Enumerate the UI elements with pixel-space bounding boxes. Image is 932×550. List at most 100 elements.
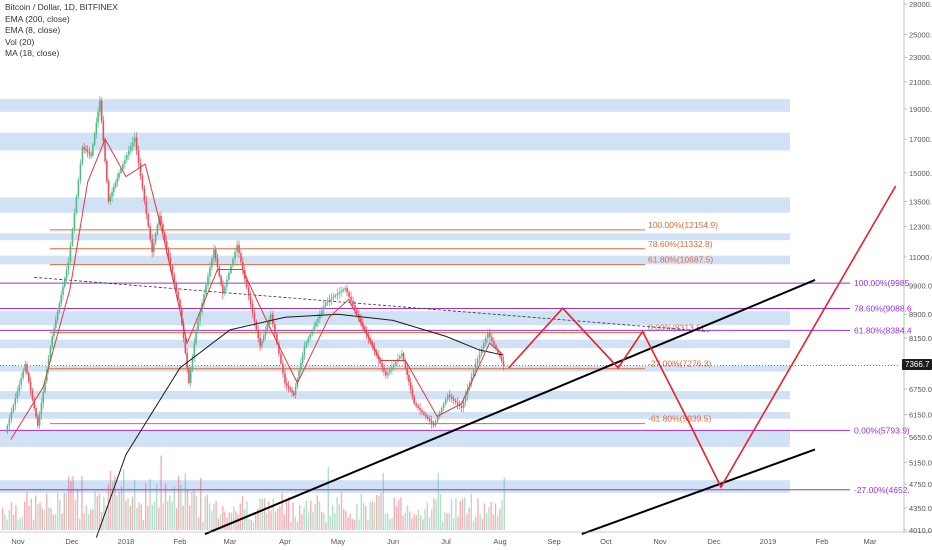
candle-body — [14, 398, 17, 406]
candle-body — [464, 395, 467, 402]
volume-bar — [486, 513, 488, 530]
candle-body — [272, 314, 274, 325]
volume-bar — [72, 475, 74, 530]
candle-body — [240, 253, 242, 262]
candle-body — [257, 329, 260, 339]
candle-body — [360, 318, 362, 323]
candle-body — [8, 418, 11, 426]
volume-bar — [184, 472, 186, 530]
candle-body — [126, 155, 128, 160]
volume-bar — [459, 500, 461, 530]
candle-body — [171, 266, 174, 275]
candle-body — [47, 358, 50, 370]
volume-bar — [501, 500, 503, 530]
volume-bar — [103, 497, 105, 530]
volume-bar — [233, 506, 235, 530]
volume-bar — [217, 518, 219, 530]
legend-indicator-ema200: EMA (200, close) — [5, 13, 70, 24]
y-tick-label: 15000.0 — [909, 169, 932, 178]
candle-body — [402, 353, 405, 361]
candle-body — [182, 323, 185, 339]
volume-bar — [206, 494, 208, 530]
candle-body — [425, 414, 427, 417]
x-tick-label: Mar — [224, 537, 237, 546]
volume-bar — [369, 502, 371, 530]
y-tick-label: 25000.0 — [909, 31, 932, 40]
volume-bar — [125, 500, 127, 530]
volume-bar — [338, 504, 340, 530]
candle-body — [324, 302, 327, 307]
candle-body — [75, 196, 78, 213]
x-tick-label: Jul — [441, 537, 451, 546]
volume-bar — [466, 514, 468, 530]
candle-body — [118, 172, 120, 178]
candle-body — [436, 416, 439, 422]
candle-body — [387, 372, 389, 376]
volume-bar — [39, 502, 41, 530]
volume-bar — [195, 495, 197, 530]
x-tick-label: Jun — [387, 537, 399, 546]
y-tick-label: 12300.0 — [909, 223, 932, 232]
candle-body — [141, 175, 144, 189]
candle-body — [319, 314, 321, 319]
volume-bar — [228, 512, 230, 530]
candle-body — [22, 370, 25, 378]
volume-bar — [420, 515, 422, 530]
volume-bar — [134, 479, 136, 530]
volume-bar — [17, 520, 19, 530]
volume-bar — [494, 503, 497, 530]
candle-body — [434, 421, 437, 426]
candle-body — [276, 333, 278, 344]
candle-body — [128, 150, 130, 156]
volume-bar — [129, 505, 131, 530]
volume-bar — [28, 505, 30, 530]
volume-bar — [415, 515, 417, 530]
resistance-zone — [0, 391, 790, 400]
volume-bar — [358, 519, 360, 530]
volume-bar — [138, 502, 140, 530]
candle-body — [499, 352, 501, 357]
volume-bar — [290, 521, 292, 530]
volume-bar — [318, 501, 321, 530]
volume-bar — [156, 484, 158, 530]
candle-body — [421, 410, 423, 413]
y-tick-label: 8900.0 — [909, 310, 932, 319]
resistance-zone — [0, 430, 790, 447]
candle-body — [139, 162, 142, 176]
volume-bar — [211, 510, 213, 530]
candle-body — [113, 187, 115, 192]
volume-bar — [446, 513, 448, 530]
volume-bar — [186, 490, 189, 530]
candle-body — [342, 289, 344, 291]
candle-body — [454, 400, 457, 403]
x-tick-label: Feb — [816, 537, 829, 546]
candle-body — [120, 168, 122, 173]
volume-bar — [63, 493, 65, 530]
candle-body — [456, 402, 459, 405]
volume-bar — [261, 499, 263, 530]
candle-body — [62, 286, 64, 295]
volume-bar — [50, 508, 52, 530]
candle-body — [193, 343, 196, 357]
candle-body — [472, 370, 475, 377]
candle-body — [222, 284, 224, 294]
candle-body — [294, 387, 297, 396]
y-tick-label: 13500.0 — [909, 197, 932, 206]
candle-body — [42, 392, 44, 404]
candle-body — [261, 341, 263, 347]
candle-body — [177, 291, 179, 300]
volume-bar — [435, 500, 437, 530]
volume-bar — [387, 513, 389, 530]
candle-body — [406, 367, 408, 375]
volume-bar — [162, 503, 164, 530]
candle-body — [86, 150, 89, 153]
candle-body — [442, 403, 445, 409]
candle-body — [255, 321, 258, 330]
candle-body — [377, 355, 380, 360]
volume-bar — [391, 517, 393, 530]
candle-body — [179, 299, 181, 309]
candle-body — [220, 276, 222, 285]
volume-bar — [409, 511, 411, 530]
lower-channel-line — [581, 448, 816, 536]
